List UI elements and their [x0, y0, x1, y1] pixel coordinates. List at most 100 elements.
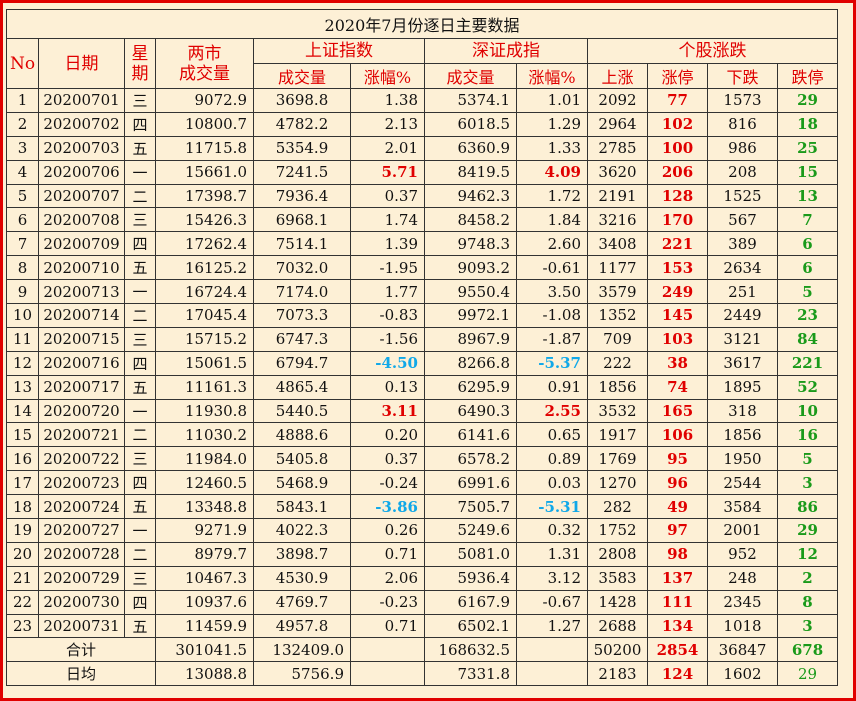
row-limit-up: 96 — [647, 470, 708, 496]
row-limit-down: 12 — [777, 541, 838, 567]
row-sh-volume: 5468.9 — [253, 470, 351, 496]
header-two-market-volume: 两市 成交量 — [155, 38, 254, 89]
row-down: 2634 — [707, 255, 778, 281]
average-row: 日均 13088.8 5756.9 7331.8 2183 124 1602 2… — [6, 661, 838, 687]
row-weekday: 二 — [124, 183, 156, 209]
total-limit-up: 2854 — [647, 637, 708, 663]
row-sz-volume: 9462.3 — [424, 183, 517, 209]
row-limit-up: 206 — [647, 159, 708, 185]
row-limit-down: 84 — [777, 326, 838, 352]
total-up: 50200 — [587, 637, 648, 663]
row-sz-volume: 6141.6 — [424, 422, 517, 448]
row-up: 3216 — [587, 207, 648, 233]
row-limit-down: 5 — [777, 446, 838, 472]
row-date: 20200724 — [38, 494, 125, 520]
row-limit-down: 10 — [777, 398, 838, 424]
row-sh-volume: 4530.9 — [253, 565, 351, 591]
row-date: 20200716 — [38, 350, 125, 376]
total-two-market: 301041.5 — [155, 637, 254, 663]
total-sh-volume: 132409.0 — [253, 637, 351, 663]
row-sh-pct: 0.37 — [350, 183, 425, 209]
average-sz-pct-empty — [516, 661, 588, 687]
row-date: 20200729 — [38, 565, 125, 591]
row-sz-pct: -1.87 — [516, 326, 588, 352]
row-weekday: 一 — [124, 518, 156, 543]
header-limit-up: 涨停 — [647, 63, 708, 89]
row-weekday: 四 — [124, 470, 156, 496]
row-two-market-volume: 15715.2 — [155, 326, 254, 352]
row-limit-up: 97 — [647, 518, 708, 543]
table-row: 22 20200730 四 10937.6 4769.7 -0.23 6167.9 -0.67… — [6, 589, 838, 615]
row-sh-pct: 0.26 — [350, 518, 425, 543]
row-no: 8 — [6, 255, 39, 281]
row-sz-volume: 6167.9 — [424, 589, 517, 615]
row-sz-volume: 9972.1 — [424, 303, 517, 328]
row-sz-pct: 2.55 — [516, 398, 588, 424]
row-no: 19 — [6, 518, 39, 543]
row-sz-pct: 3.50 — [516, 279, 588, 305]
row-limit-up: 102 — [647, 111, 708, 137]
row-two-market-volume: 15661.0 — [155, 159, 254, 185]
row-sz-volume: 5936.4 — [424, 565, 517, 591]
row-weekday: 三 — [124, 326, 156, 352]
row-down: 3584 — [707, 494, 778, 520]
row-limit-up: 38 — [647, 350, 708, 376]
row-weekday: 三 — [124, 207, 156, 233]
average-sz-volume: 7331.8 — [424, 661, 517, 687]
average-limit-up: 124 — [647, 661, 708, 687]
row-sz-volume: 8967.9 — [424, 326, 517, 352]
row-sh-pct: -0.24 — [350, 470, 425, 496]
row-date: 20200713 — [38, 279, 125, 305]
table-row: 13 20200717 五 11161.3 4865.4 0.13 6295.9 0.91 18… — [6, 374, 838, 400]
table-row: 9 20200713 一 16724.4 7174.0 1.77 9550.4 3.50 357… — [6, 279, 838, 305]
row-limit-down: 6 — [777, 255, 838, 281]
row-limit-up: 111 — [647, 589, 708, 615]
row-two-market-volume: 10467.3 — [155, 565, 254, 591]
row-limit-up: 95 — [647, 446, 708, 472]
row-weekday: 二 — [124, 422, 156, 448]
average-label: 日均 — [6, 661, 156, 687]
row-two-market-volume: 15426.3 — [155, 207, 254, 233]
row-up: 3579 — [587, 279, 648, 305]
row-date: 20200708 — [38, 207, 125, 233]
row-two-market-volume: 15061.5 — [155, 350, 254, 376]
table-row: 6 20200708 三 15426.3 6968.1 1.74 8458.2 1.84 321… — [6, 207, 838, 233]
row-no: 11 — [6, 326, 39, 352]
row-sz-pct: 0.65 — [516, 422, 588, 448]
row-weekday: 五 — [124, 494, 156, 520]
row-date: 20200720 — [38, 398, 125, 424]
total-row: 合计 301041.5 132409.0 168632.5 50200 2854… — [6, 637, 838, 663]
row-date: 20200717 — [38, 374, 125, 400]
row-two-market-volume: 8979.7 — [155, 541, 254, 567]
row-date: 20200701 — [38, 88, 125, 113]
row-sz-pct: -5.31 — [516, 494, 588, 520]
table-row: 7 20200709 四 17262.4 7514.1 1.39 9748.3 2.60 340… — [6, 231, 838, 257]
row-sz-pct: 1.33 — [516, 135, 588, 161]
table-title: 2020年7月份逐日主要数据 — [6, 9, 838, 39]
row-up: 1177 — [587, 255, 648, 281]
row-sz-pct: 1.29 — [516, 111, 588, 137]
row-up: 222 — [587, 350, 648, 376]
row-sh-pct: -1.56 — [350, 326, 425, 352]
row-two-market-volume: 11715.8 — [155, 135, 254, 161]
row-two-market-volume: 11459.9 — [155, 613, 254, 639]
row-sh-pct: 1.39 — [350, 231, 425, 257]
row-limit-up: 221 — [647, 231, 708, 257]
row-sh-volume: 6794.7 — [253, 350, 351, 376]
row-up: 2191 — [587, 183, 648, 209]
row-up: 1769 — [587, 446, 648, 472]
row-date: 20200706 — [38, 159, 125, 185]
table-row: 2 20200702 四 10800.7 4782.2 2.13 6018.5 1.29 296… — [6, 111, 838, 137]
row-sh-volume: 3898.7 — [253, 541, 351, 567]
header-sz-pct: 涨幅% — [516, 63, 588, 89]
table-row: 1 20200701 三 9072.9 3698.8 1.38 5374.1 1.01 2092… — [6, 88, 838, 113]
row-limit-up: 170 — [647, 207, 708, 233]
row-sh-volume: 4865.4 — [253, 374, 351, 400]
row-sz-pct: 1.31 — [516, 541, 588, 567]
row-down: 2001 — [707, 518, 778, 543]
row-sh-volume: 7241.5 — [253, 159, 351, 185]
row-limit-down: 6 — [777, 231, 838, 257]
row-weekday: 五 — [124, 374, 156, 400]
row-no: 18 — [6, 494, 39, 520]
row-down: 3617 — [707, 350, 778, 376]
